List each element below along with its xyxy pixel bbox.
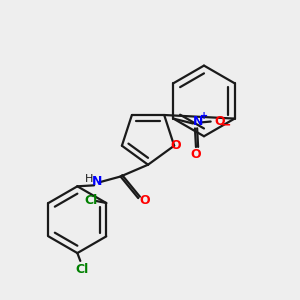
Text: O: O: [214, 115, 225, 128]
Text: N: N: [193, 115, 203, 128]
Text: +: +: [200, 111, 208, 121]
Text: −: −: [221, 119, 232, 132]
Text: O: O: [140, 194, 150, 207]
Text: Cl: Cl: [84, 194, 98, 207]
Text: O: O: [190, 148, 201, 161]
Text: O: O: [171, 139, 182, 152]
Text: Cl: Cl: [76, 263, 89, 276]
Text: N: N: [92, 175, 102, 188]
Text: H: H: [85, 174, 93, 184]
